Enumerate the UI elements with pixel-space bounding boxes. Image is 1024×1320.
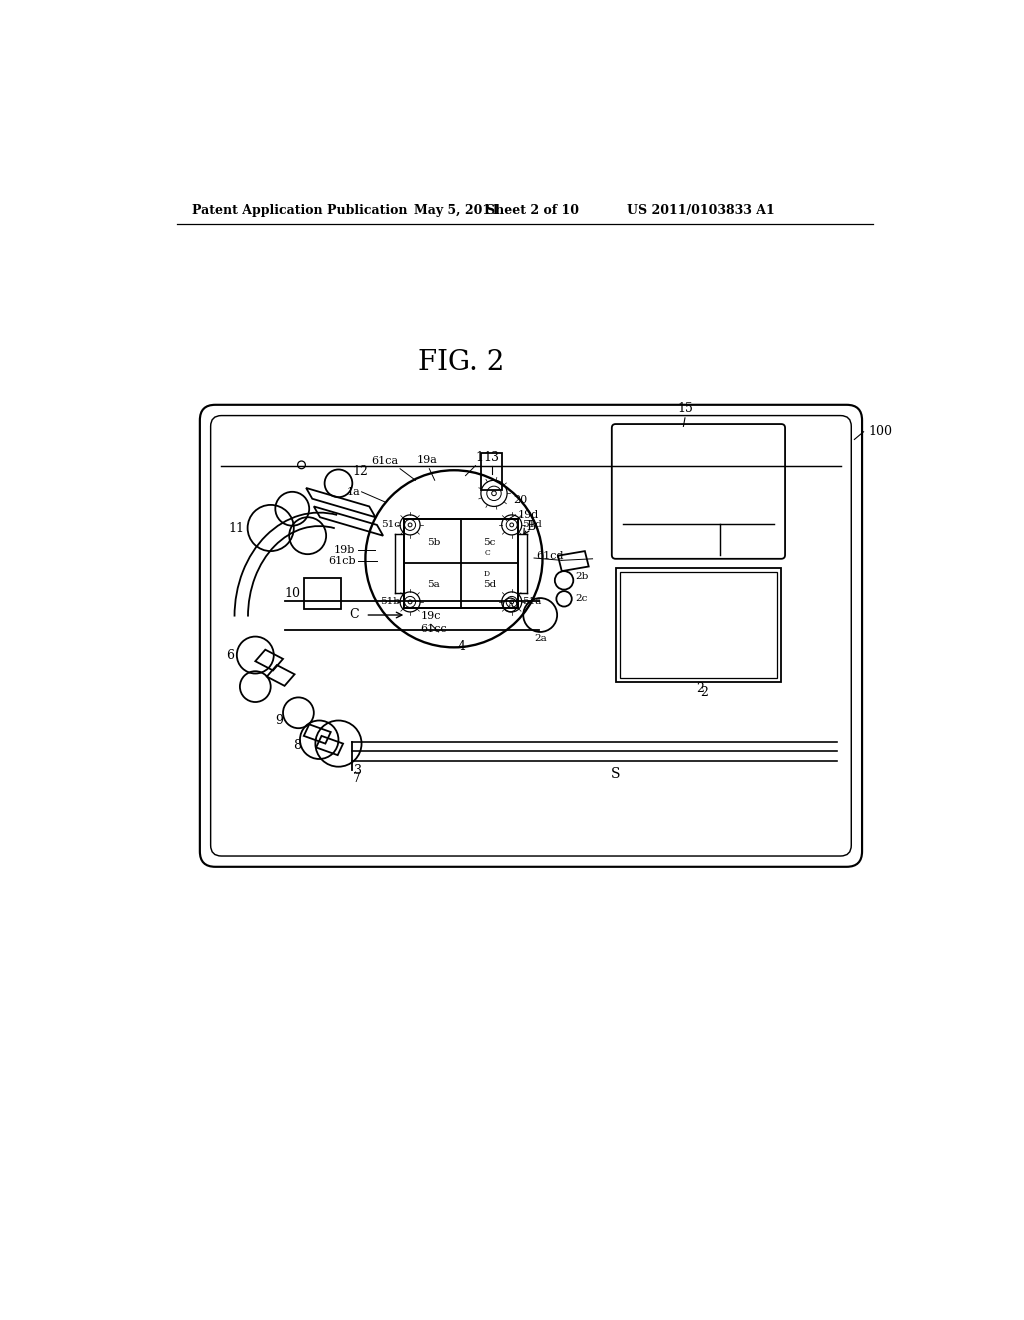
Text: 51c: 51c — [381, 520, 400, 529]
Text: 8: 8 — [294, 739, 301, 751]
Text: 51a: 51a — [521, 598, 541, 606]
Bar — [620, 572, 777, 678]
Text: May 5, 2011: May 5, 2011 — [414, 205, 500, 218]
Text: 13: 13 — [483, 451, 500, 465]
Text: 2b: 2b — [575, 572, 589, 581]
Text: 19b: 19b — [334, 545, 355, 554]
Text: 61cc: 61cc — [420, 624, 446, 634]
Bar — [615, 568, 781, 682]
Text: 2a: 2a — [535, 634, 548, 643]
Text: A: A — [507, 601, 513, 609]
Text: 15: 15 — [677, 403, 693, 416]
Text: 4: 4 — [458, 640, 466, 652]
Bar — [403, 519, 518, 609]
Text: 3: 3 — [354, 764, 361, 777]
Bar — [481, 453, 503, 490]
Text: 19c: 19c — [421, 611, 441, 620]
Text: 1: 1 — [475, 451, 483, 465]
Text: 10: 10 — [285, 587, 301, 601]
Text: 5d: 5d — [482, 581, 496, 589]
Text: 61ca: 61ca — [371, 457, 398, 466]
Text: 51b: 51b — [380, 598, 400, 606]
Text: 9: 9 — [275, 714, 283, 727]
Text: 7: 7 — [353, 772, 360, 785]
Text: 1a: 1a — [346, 487, 360, 496]
Text: 5b: 5b — [427, 539, 440, 548]
Text: 2c: 2c — [575, 594, 588, 602]
Text: 2: 2 — [696, 682, 705, 696]
Text: C: C — [349, 607, 358, 620]
Text: 2: 2 — [700, 686, 709, 698]
Text: 12: 12 — [352, 465, 369, 478]
Text: 100: 100 — [868, 425, 892, 438]
Text: 19a: 19a — [417, 455, 437, 466]
Bar — [304, 578, 341, 609]
Text: 11: 11 — [228, 521, 245, 535]
Text: 51d: 51d — [521, 520, 542, 529]
Text: S: S — [611, 767, 621, 781]
Text: 61cb: 61cb — [328, 556, 355, 566]
Text: Sheet 2 of 10: Sheet 2 of 10 — [486, 205, 580, 218]
Text: D: D — [484, 570, 490, 578]
Text: 61cd: 61cd — [537, 550, 564, 561]
Text: C: C — [484, 549, 489, 557]
Text: 20: 20 — [513, 495, 527, 504]
Text: Patent Application Publication: Patent Application Publication — [193, 205, 408, 218]
Text: B: B — [526, 520, 536, 533]
Text: 19d: 19d — [518, 510, 539, 520]
Text: 5c: 5c — [483, 539, 496, 548]
Text: 6: 6 — [225, 648, 233, 661]
Text: 5a: 5a — [427, 581, 440, 589]
Text: US 2011/0103833 A1: US 2011/0103833 A1 — [628, 205, 775, 218]
Text: FIG. 2: FIG. 2 — [419, 348, 505, 376]
